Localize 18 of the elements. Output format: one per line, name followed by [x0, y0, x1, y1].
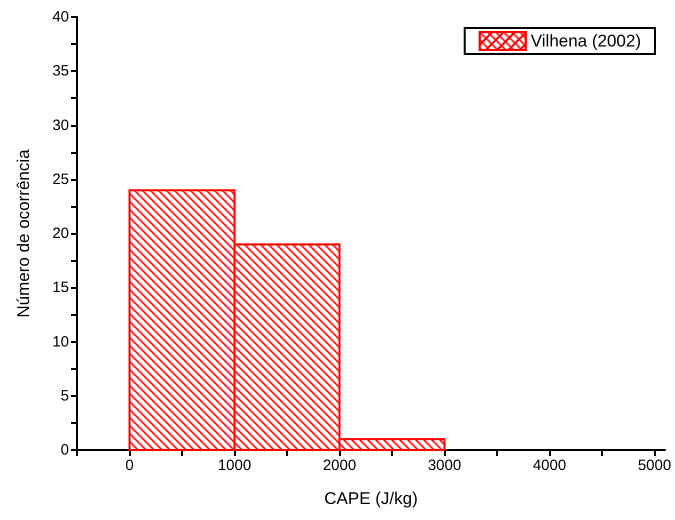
x-tick-label: 1000 [218, 457, 252, 474]
y-tick-label: 40 [52, 8, 69, 26]
y-tick-label: 30 [52, 116, 69, 134]
y-tick-label: 25 [52, 170, 69, 188]
x-tick-label: 3000 [428, 457, 462, 474]
y-tick-label: 15 [52, 279, 69, 296]
y-tick-label: 5 [60, 387, 69, 404]
x-tick-label: 0 [125, 457, 134, 474]
x-tick-label: 2000 [322, 457, 356, 474]
y-tick-label: 20 [52, 225, 69, 242]
y-tick-label: 0 [60, 442, 69, 458]
x-tick-label: 5000 [638, 457, 672, 474]
y-axis-title: Número de ocorrência [14, 148, 33, 318]
y-tick-label: 10 [52, 333, 69, 350]
y-tick-label: 35 [52, 62, 69, 80]
x-tick-label: 4000 [532, 457, 566, 474]
legend-label: Vilhena (2002) [530, 32, 642, 50]
x-axis-title: CAPE (J/kg) [324, 489, 418, 508]
